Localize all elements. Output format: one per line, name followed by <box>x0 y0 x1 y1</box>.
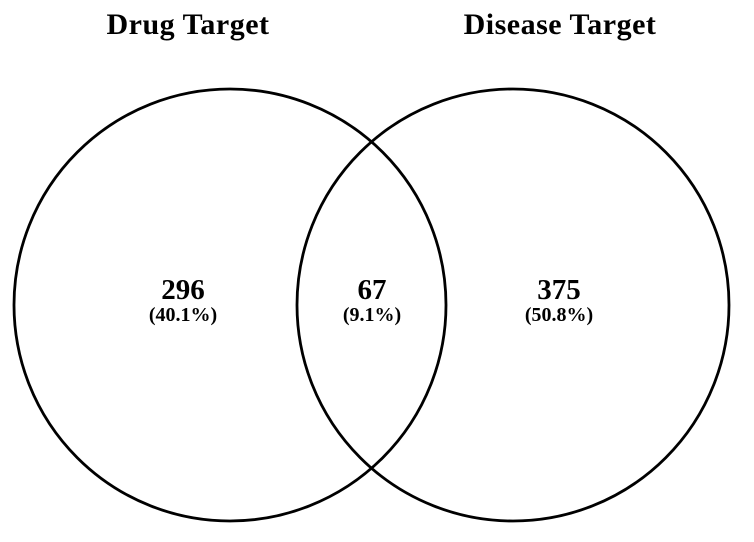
right-only-label: 375 (50.8%) <box>524 274 594 327</box>
overlap-percent: (9.1%) <box>342 304 402 326</box>
overlap-count: 67 <box>357 274 387 306</box>
right-only-percent: (50.8%) <box>524 304 594 326</box>
left-only-count: 296 <box>161 274 205 306</box>
left-only-percent: (40.1%) <box>148 304 218 326</box>
left-set-title: Drug Target <box>106 8 270 41</box>
left-circle <box>12 87 448 523</box>
left-only-label: 296 (40.1%) <box>148 274 218 327</box>
overlap-label: 67 (9.1%) <box>342 274 402 327</box>
right-only-count: 375 <box>537 274 581 306</box>
right-circle <box>295 87 731 523</box>
right-set-title: Disease Target <box>463 8 657 41</box>
